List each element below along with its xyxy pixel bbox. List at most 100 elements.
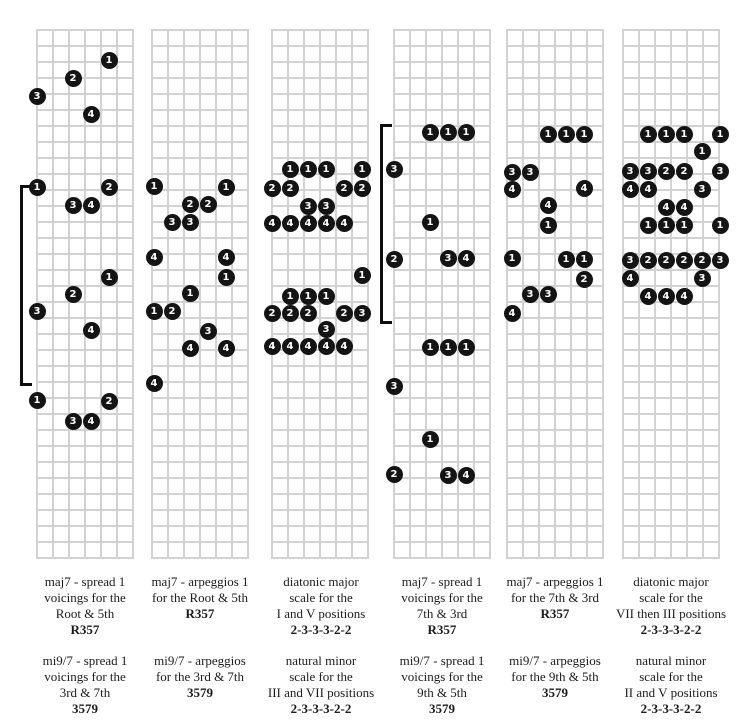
finger-dot: 3 bbox=[181, 213, 199, 231]
finger-dot: 4 bbox=[503, 304, 521, 322]
caption-maj7-spread-7th-3rd: maj7 - spread 1 voicings for the 7th & 3rd… bbox=[370, 574, 514, 638]
caption-line: for the 3rd & 7th bbox=[155, 669, 245, 684]
finger-dot: 1 bbox=[457, 123, 475, 141]
finger-dot: 4 bbox=[82, 196, 100, 214]
finger-dot: 2 bbox=[199, 195, 217, 213]
finger-dot: 2 bbox=[181, 195, 199, 213]
finger-dot: 2 bbox=[263, 304, 281, 322]
caption-formula: 2-3-3-3-2-2 bbox=[290, 622, 352, 637]
caption-formula: 2-3-3-3-2-2 bbox=[640, 622, 702, 637]
finger-dot: 1 bbox=[217, 268, 235, 286]
finger-dot: 1 bbox=[353, 160, 371, 178]
finger-dot: 3 bbox=[621, 251, 639, 269]
finger-dot: 4 bbox=[639, 180, 657, 198]
finger-dot: 1 bbox=[657, 216, 675, 234]
finger-dot: 3 bbox=[163, 213, 181, 231]
finger-dot: 3 bbox=[503, 163, 521, 181]
finger-dot: 2 bbox=[100, 392, 118, 410]
caption-major-scale-VII-III: diatonic major scale for the VII then III … bbox=[599, 574, 743, 638]
finger-dot: 1 bbox=[639, 125, 657, 143]
finger-dot: 4 bbox=[281, 337, 299, 355]
caption-major-scale-I-V: diatonic major scale for the I and V posit… bbox=[249, 574, 393, 638]
finger-dot: 1 bbox=[657, 125, 675, 143]
finger-dot: 4 bbox=[457, 249, 475, 267]
caption-line: voicings for the bbox=[401, 590, 483, 605]
caption-line: maj7 - arpeggios 1 bbox=[506, 574, 604, 589]
finger-dot: 1 bbox=[353, 266, 371, 284]
finger-dot: 2 bbox=[299, 304, 317, 322]
finger-dot: 2 bbox=[353, 179, 371, 197]
finger-dot: 1 bbox=[100, 51, 118, 69]
caption-line: 3rd & 7th bbox=[59, 685, 111, 700]
finger-dot: 4 bbox=[299, 337, 317, 355]
caption-line: mi9/7 - spread 1 bbox=[42, 653, 128, 668]
finger-dot: 4 bbox=[675, 198, 693, 216]
caption-line: voicings for the bbox=[401, 669, 483, 684]
finger-dot: 2 bbox=[639, 251, 657, 269]
finger-dot: 1 bbox=[28, 391, 46, 409]
caption-line: mi9/7 - spread 1 bbox=[399, 653, 485, 668]
finger-dot: 1 bbox=[575, 125, 593, 143]
finger-dot: 4 bbox=[335, 337, 353, 355]
finger-dot: 4 bbox=[299, 214, 317, 232]
caption-maj7-spread-root-5th: maj7 - spread 1 voicings for the Root & 5t… bbox=[13, 574, 157, 638]
caption-formula: R357 bbox=[70, 622, 100, 637]
finger-dot: 4 bbox=[675, 287, 693, 305]
caption-line: voicings for the bbox=[44, 669, 126, 684]
finger-dot: 2 bbox=[693, 251, 711, 269]
caption-line: natural minor bbox=[635, 653, 707, 668]
finger-dot: 4 bbox=[217, 339, 235, 357]
finger-dot: 3 bbox=[711, 251, 729, 269]
finger-dot: 4 bbox=[263, 214, 281, 232]
finger-dot: 4 bbox=[317, 214, 335, 232]
finger-dot: 2 bbox=[657, 251, 675, 269]
finger-dot: 4 bbox=[317, 337, 335, 355]
finger-dot: 2 bbox=[385, 250, 403, 268]
finger-dot: 1 bbox=[503, 249, 521, 267]
finger-dot: 1 bbox=[457, 338, 475, 356]
finger-dot: 1 bbox=[421, 213, 439, 231]
finger-dot: 1 bbox=[675, 216, 693, 234]
finger-dot: 2 bbox=[100, 178, 118, 196]
caption-line: diatonic major bbox=[633, 574, 709, 589]
caption-formula: R357 bbox=[185, 606, 215, 621]
caption-maj7-arpeggios-7th-3rd: maj7 - arpeggios 1 for the 7th & 3rd R357 bbox=[483, 574, 627, 622]
caption-line: scale for the bbox=[639, 669, 703, 684]
position-bracket-left bbox=[20, 185, 32, 386]
caption-line: diatonic major bbox=[283, 574, 359, 589]
finger-dot: 3 bbox=[64, 196, 82, 214]
finger-dot: 4 bbox=[145, 248, 163, 266]
finger-dot: 4 bbox=[539, 196, 557, 214]
finger-dot: 4 bbox=[263, 337, 281, 355]
caption-natural-minor-II-V: natural minor scale for the II and V posit… bbox=[599, 653, 743, 717]
caption-line: voicings for the bbox=[44, 590, 126, 605]
finger-dot: 2 bbox=[64, 69, 82, 87]
finger-dot: 1 bbox=[299, 160, 317, 178]
finger-dot: 1 bbox=[439, 338, 457, 356]
finger-dot: 3 bbox=[693, 180, 711, 198]
finger-dot: 4 bbox=[217, 248, 235, 266]
finger-dot: 2 bbox=[335, 304, 353, 322]
finger-dot: 4 bbox=[281, 214, 299, 232]
finger-dot: 4 bbox=[621, 269, 639, 287]
finger-dot: 3 bbox=[439, 249, 457, 267]
caption-natural-minor-III-VII: natural minor scale for the III and VII po… bbox=[249, 653, 393, 717]
finger-dot: 1 bbox=[675, 125, 693, 143]
caption-formula: R357 bbox=[427, 622, 457, 637]
finger-dot: 1 bbox=[539, 125, 557, 143]
finger-dot: 3 bbox=[64, 412, 82, 430]
caption-line: scale for the bbox=[289, 590, 353, 605]
caption-line: maj7 - arpeggios 1 bbox=[151, 574, 249, 589]
finger-dot: 4 bbox=[181, 339, 199, 357]
finger-dot: 4 bbox=[82, 321, 100, 339]
finger-dot: 1 bbox=[557, 125, 575, 143]
caption-line: mi9/7 - arpeggios bbox=[509, 653, 601, 668]
finger-dot: 3 bbox=[299, 197, 317, 215]
caption-line: scale for the bbox=[289, 669, 353, 684]
caption-mi97-arpeggios-3rd-7th: mi9/7 - arpeggios for the 3rd & 7th 3579 bbox=[128, 653, 272, 701]
caption-formula: 3579 bbox=[187, 685, 213, 700]
finger-dot: 1 bbox=[539, 216, 557, 234]
